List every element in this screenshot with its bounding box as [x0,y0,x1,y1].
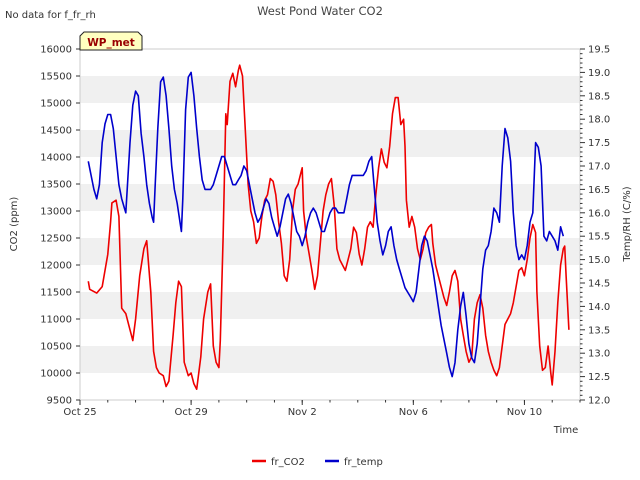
grid-band [80,238,580,265]
x-tick-label: Nov 2 [288,407,317,418]
right-tick-label: 13.0 [588,349,610,360]
left-tick-label: 12000 [40,261,72,272]
series-line-fr-temp [87,71,565,378]
x-axis: Oct 25 Oct 29 Nov 2 Nov 6 Nov 10 [63,400,581,418]
right-tick-label: 18.5 [588,91,610,102]
left-tick-label: 10500 [40,342,72,353]
x-tick-label: Oct 29 [175,407,208,418]
left-tick-label: 10000 [40,369,72,380]
right-y-axis: 12.0 12.5 13.0 13.5 14.0 14.5 15.0 15.5 16.0 16.5… [580,45,610,407]
right-tick-label: 16.5 [588,185,610,196]
badge-label: WP_met [87,37,135,49]
right-tick-label: 19.5 [588,45,610,56]
no-data-note: No data for f_fr_rh [5,10,96,21]
badge-shape [79,31,143,51]
right-tick-label: 17.5 [588,138,610,149]
grid-band [80,76,580,103]
right-tick-label: 19.0 [588,68,610,79]
left-tick-label: 11000 [40,315,72,326]
left-tick-label: 14500 [40,126,72,137]
grid-band [80,157,580,184]
chart-title: West Pond Water CO2 [257,4,383,18]
left-tick-label: 11500 [40,288,72,299]
right-tick-label: 16.0 [588,208,610,219]
wp-met-badge: WP_met [79,31,143,51]
right-tick-label: 15.0 [588,255,610,266]
right-tick-label: 14.5 [588,279,610,290]
left-tick-label: 9500 [47,396,72,407]
right-tick-label: 13.5 [588,325,610,336]
x-tick-label: Nov 10 [507,407,542,418]
left-axis-label: CO2 (ppm) [9,197,20,252]
left-tick-label: 12500 [40,234,72,245]
x-tick-label: Nov 6 [399,407,428,418]
right-tick-label: 15.5 [588,232,610,243]
grid-band [80,346,580,373]
right-tick-label: 17.0 [588,162,610,173]
left-tick-label: 16000 [40,45,72,56]
grid-band [80,130,580,157]
left-tick-label: 14000 [40,153,72,164]
right-tick-label: 12.0 [588,396,610,407]
grid-band [80,373,580,400]
x-tick-label: Oct 25 [63,407,96,418]
grid-band [80,265,580,292]
series-line-fr-co2 [87,64,570,390]
left-tick-label: 15000 [40,99,72,110]
grid-band [80,103,580,130]
grid-band [80,319,580,346]
left-y-axis: 9500 10000 10500 11000 11500 12000 12500 13000 1… [40,45,80,407]
legend-label-fr-temp: fr_temp [344,457,383,468]
grid-band [80,49,580,76]
x-axis-label: Time [553,425,578,436]
right-tick-label: 14.0 [588,302,610,313]
grid-band [80,292,580,319]
left-tick-label: 13000 [40,207,72,218]
left-tick-label: 15500 [40,72,72,83]
left-tick-label: 13500 [40,180,72,191]
grid-bands [80,49,580,400]
right-tick-label: 12.5 [588,372,610,383]
grid-band [80,184,580,211]
right-tick-label: 18.0 [588,115,610,126]
right-axis-label: Temp/RH (C/%) [622,186,633,262]
legend-label-fr-co2: fr_CO2 [271,457,305,468]
legend: fr_CO2 fr_temp [252,457,383,468]
